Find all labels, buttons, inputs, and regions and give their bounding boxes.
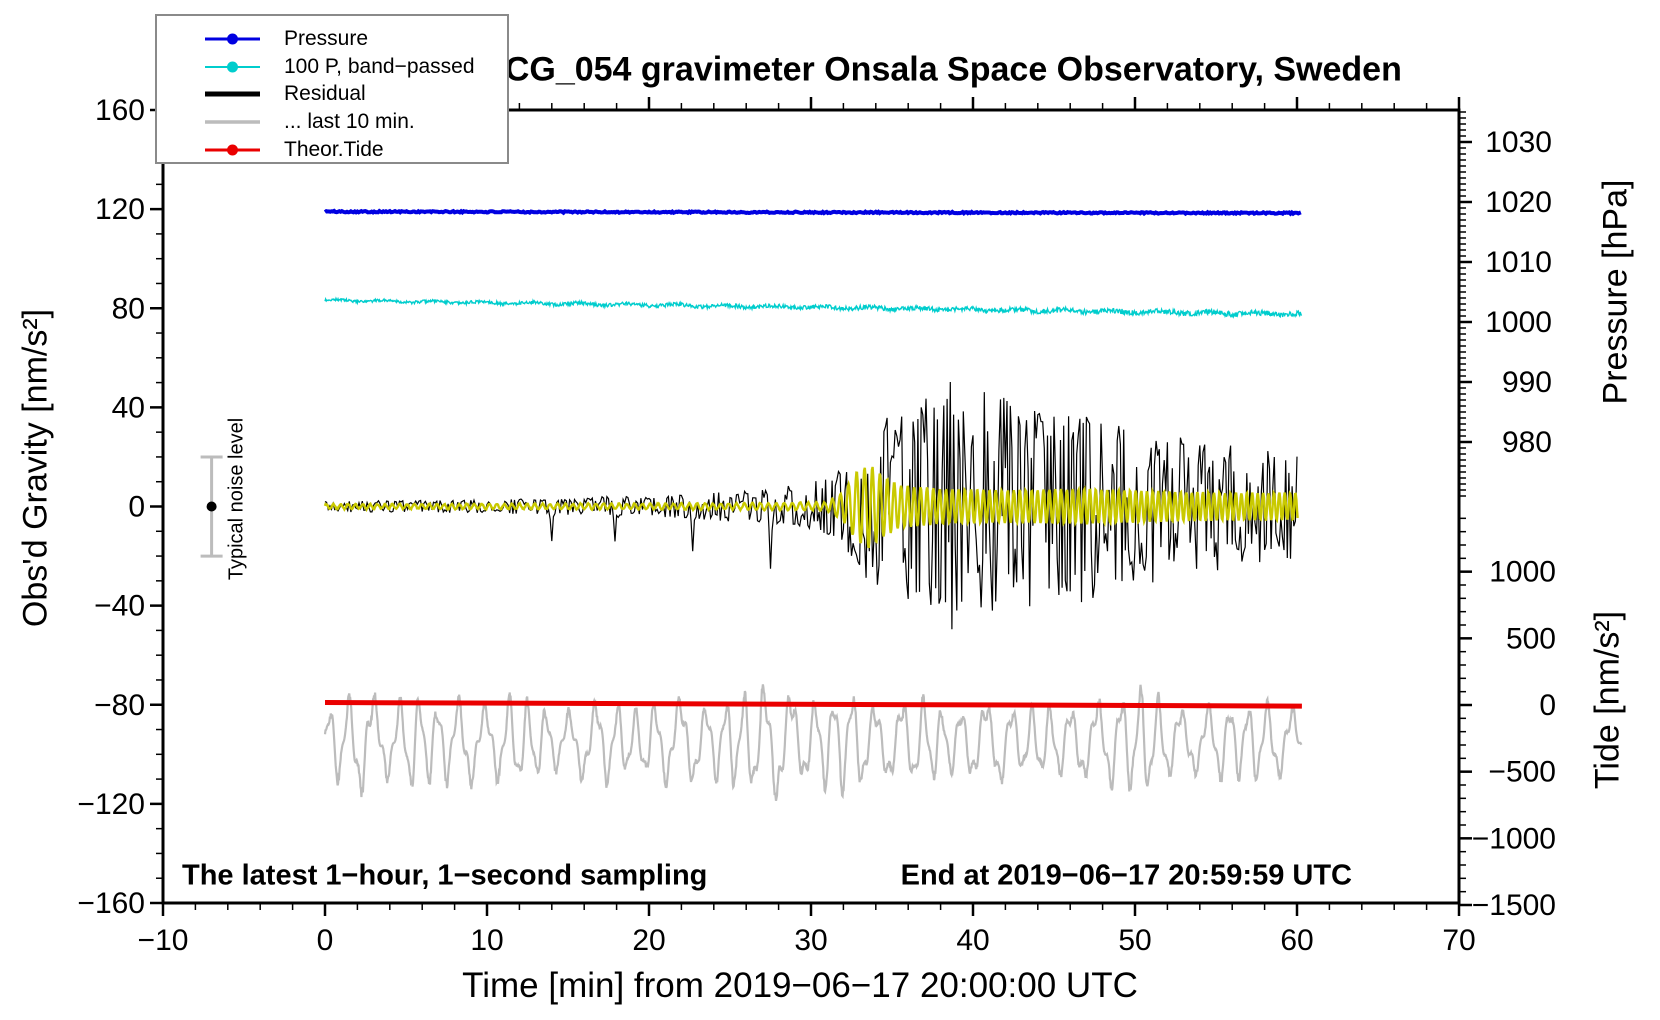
legend: Pressure 100 P, band−passed Residual ... la… — [155, 14, 509, 164]
y-axis-gravity: 160 120 80 40 0 −40 −80 −120 −160 — [77, 94, 163, 920]
x-axis-label: Time [min] from 2019−06−17 20:00:00 UTC — [462, 966, 1138, 1005]
legend-line-swatch — [205, 144, 260, 156]
tide-tick-label: 1000 — [1489, 556, 1556, 589]
legend-line-swatch — [205, 120, 260, 125]
series-pressure — [323, 208, 1302, 217]
noise-dot-marker — [206, 501, 217, 512]
pressure-tick-label: 1010 — [1485, 246, 1552, 279]
gravity-tick-label: 120 — [95, 193, 145, 226]
legend-item-label: Residual — [284, 82, 366, 106]
x-tick-label: 30 — [794, 924, 827, 957]
x-tick-label: 0 — [317, 924, 334, 957]
gravity-tick-label: −40 — [94, 590, 145, 623]
noise-level-label: Typical noise level — [225, 417, 248, 581]
x-tick-label: 40 — [956, 924, 989, 957]
pressure-tick-label: 980 — [1502, 426, 1552, 459]
tide-tick-label: −1500 — [1472, 889, 1556, 922]
series-theor-tide — [324, 700, 1302, 709]
pressure-tick-label: 1000 — [1485, 306, 1552, 339]
legend-dot-marker — [227, 61, 238, 73]
x-tick-label: −10 — [138, 924, 189, 957]
series-last-10-min — [323, 684, 1303, 801]
pressure-tick-label: 990 — [1502, 366, 1552, 399]
series-quake-band-passed — [323, 466, 1299, 549]
legend-line-swatch — [205, 61, 260, 73]
series-residual — [324, 381, 1298, 630]
y-axis-label-tide: Tide [nm/s²] — [1588, 610, 1627, 790]
x-tick-label: 70 — [1442, 924, 1475, 957]
legend-line-swatch — [205, 33, 260, 45]
tide-tick-label: −1000 — [1472, 822, 1556, 855]
noise-marker — [200, 455, 223, 558]
legend-item-theor-tide: Theor.Tide — [157, 136, 507, 164]
tide-tick-label: 500 — [1506, 622, 1556, 655]
legend-item-label: Theor.Tide — [284, 138, 384, 162]
tide-tick-label: 0 — [1539, 689, 1556, 722]
chart-title: SCG_054 gravimeter Onsala Space Observat… — [482, 50, 1402, 89]
sampling-note: The latest 1−hour, 1−second sampling — [182, 859, 708, 892]
gravity-tick-label: 0 — [128, 491, 145, 524]
legend-line-swatch — [205, 91, 260, 97]
gravity-tick-label: −160 — [77, 887, 145, 920]
legend-item-label: 100 P, band−passed — [284, 54, 475, 78]
legend-item-band-passed: 100 P, band−passed — [157, 53, 507, 81]
legend-dot-marker — [227, 33, 238, 45]
x-tick-label: 10 — [470, 924, 503, 957]
y-axis-label-pressure: Pressure [hPa] — [1596, 179, 1635, 405]
y-axis-label-gravity: Obs'd Gravity [nm/s²] — [16, 308, 55, 628]
y-axis-tide: 1000 500 0 −500 −1000 −1500 — [1459, 517, 1556, 922]
legend-item-label: Pressure — [284, 26, 369, 50]
x-tick-label: 20 — [632, 924, 665, 957]
series-layer — [323, 208, 1303, 801]
x-tick-label: 50 — [1118, 924, 1151, 957]
end-time-note: End at 2019−06−17 20:59:59 UTC — [900, 859, 1352, 892]
legend-dot-marker — [227, 144, 238, 156]
gravity-tick-label: −80 — [94, 689, 145, 722]
pressure-tick-label: 1020 — [1485, 186, 1552, 219]
x-axis: −10 0 10 20 30 40 50 60 70 — [138, 97, 1476, 957]
legend-item-label: ... last 10 min. — [284, 110, 415, 134]
x-tick-label: 60 — [1280, 924, 1313, 957]
legend-item-residual: Residual — [157, 81, 507, 109]
y-axis-pressure: 1030 1020 1010 1000 990 980 — [1459, 111, 1552, 497]
tide-tick-label: −500 — [1488, 756, 1556, 789]
legend-item-pressure: Pressure — [157, 25, 507, 53]
gravity-tick-label: 80 — [112, 292, 145, 325]
gravity-tick-label: 40 — [112, 391, 145, 424]
legend-item-last-10-min: ... last 10 min. — [157, 108, 507, 136]
series-band-passed-pressure — [324, 296, 1303, 319]
pressure-tick-label: 1030 — [1485, 126, 1552, 159]
gravity-tick-label: 160 — [95, 94, 145, 127]
axes-layer: −10 0 10 20 30 40 50 60 7016012080400−40−80−120−… — [77, 94, 1556, 957]
gravity-tick-label: −120 — [77, 788, 145, 821]
